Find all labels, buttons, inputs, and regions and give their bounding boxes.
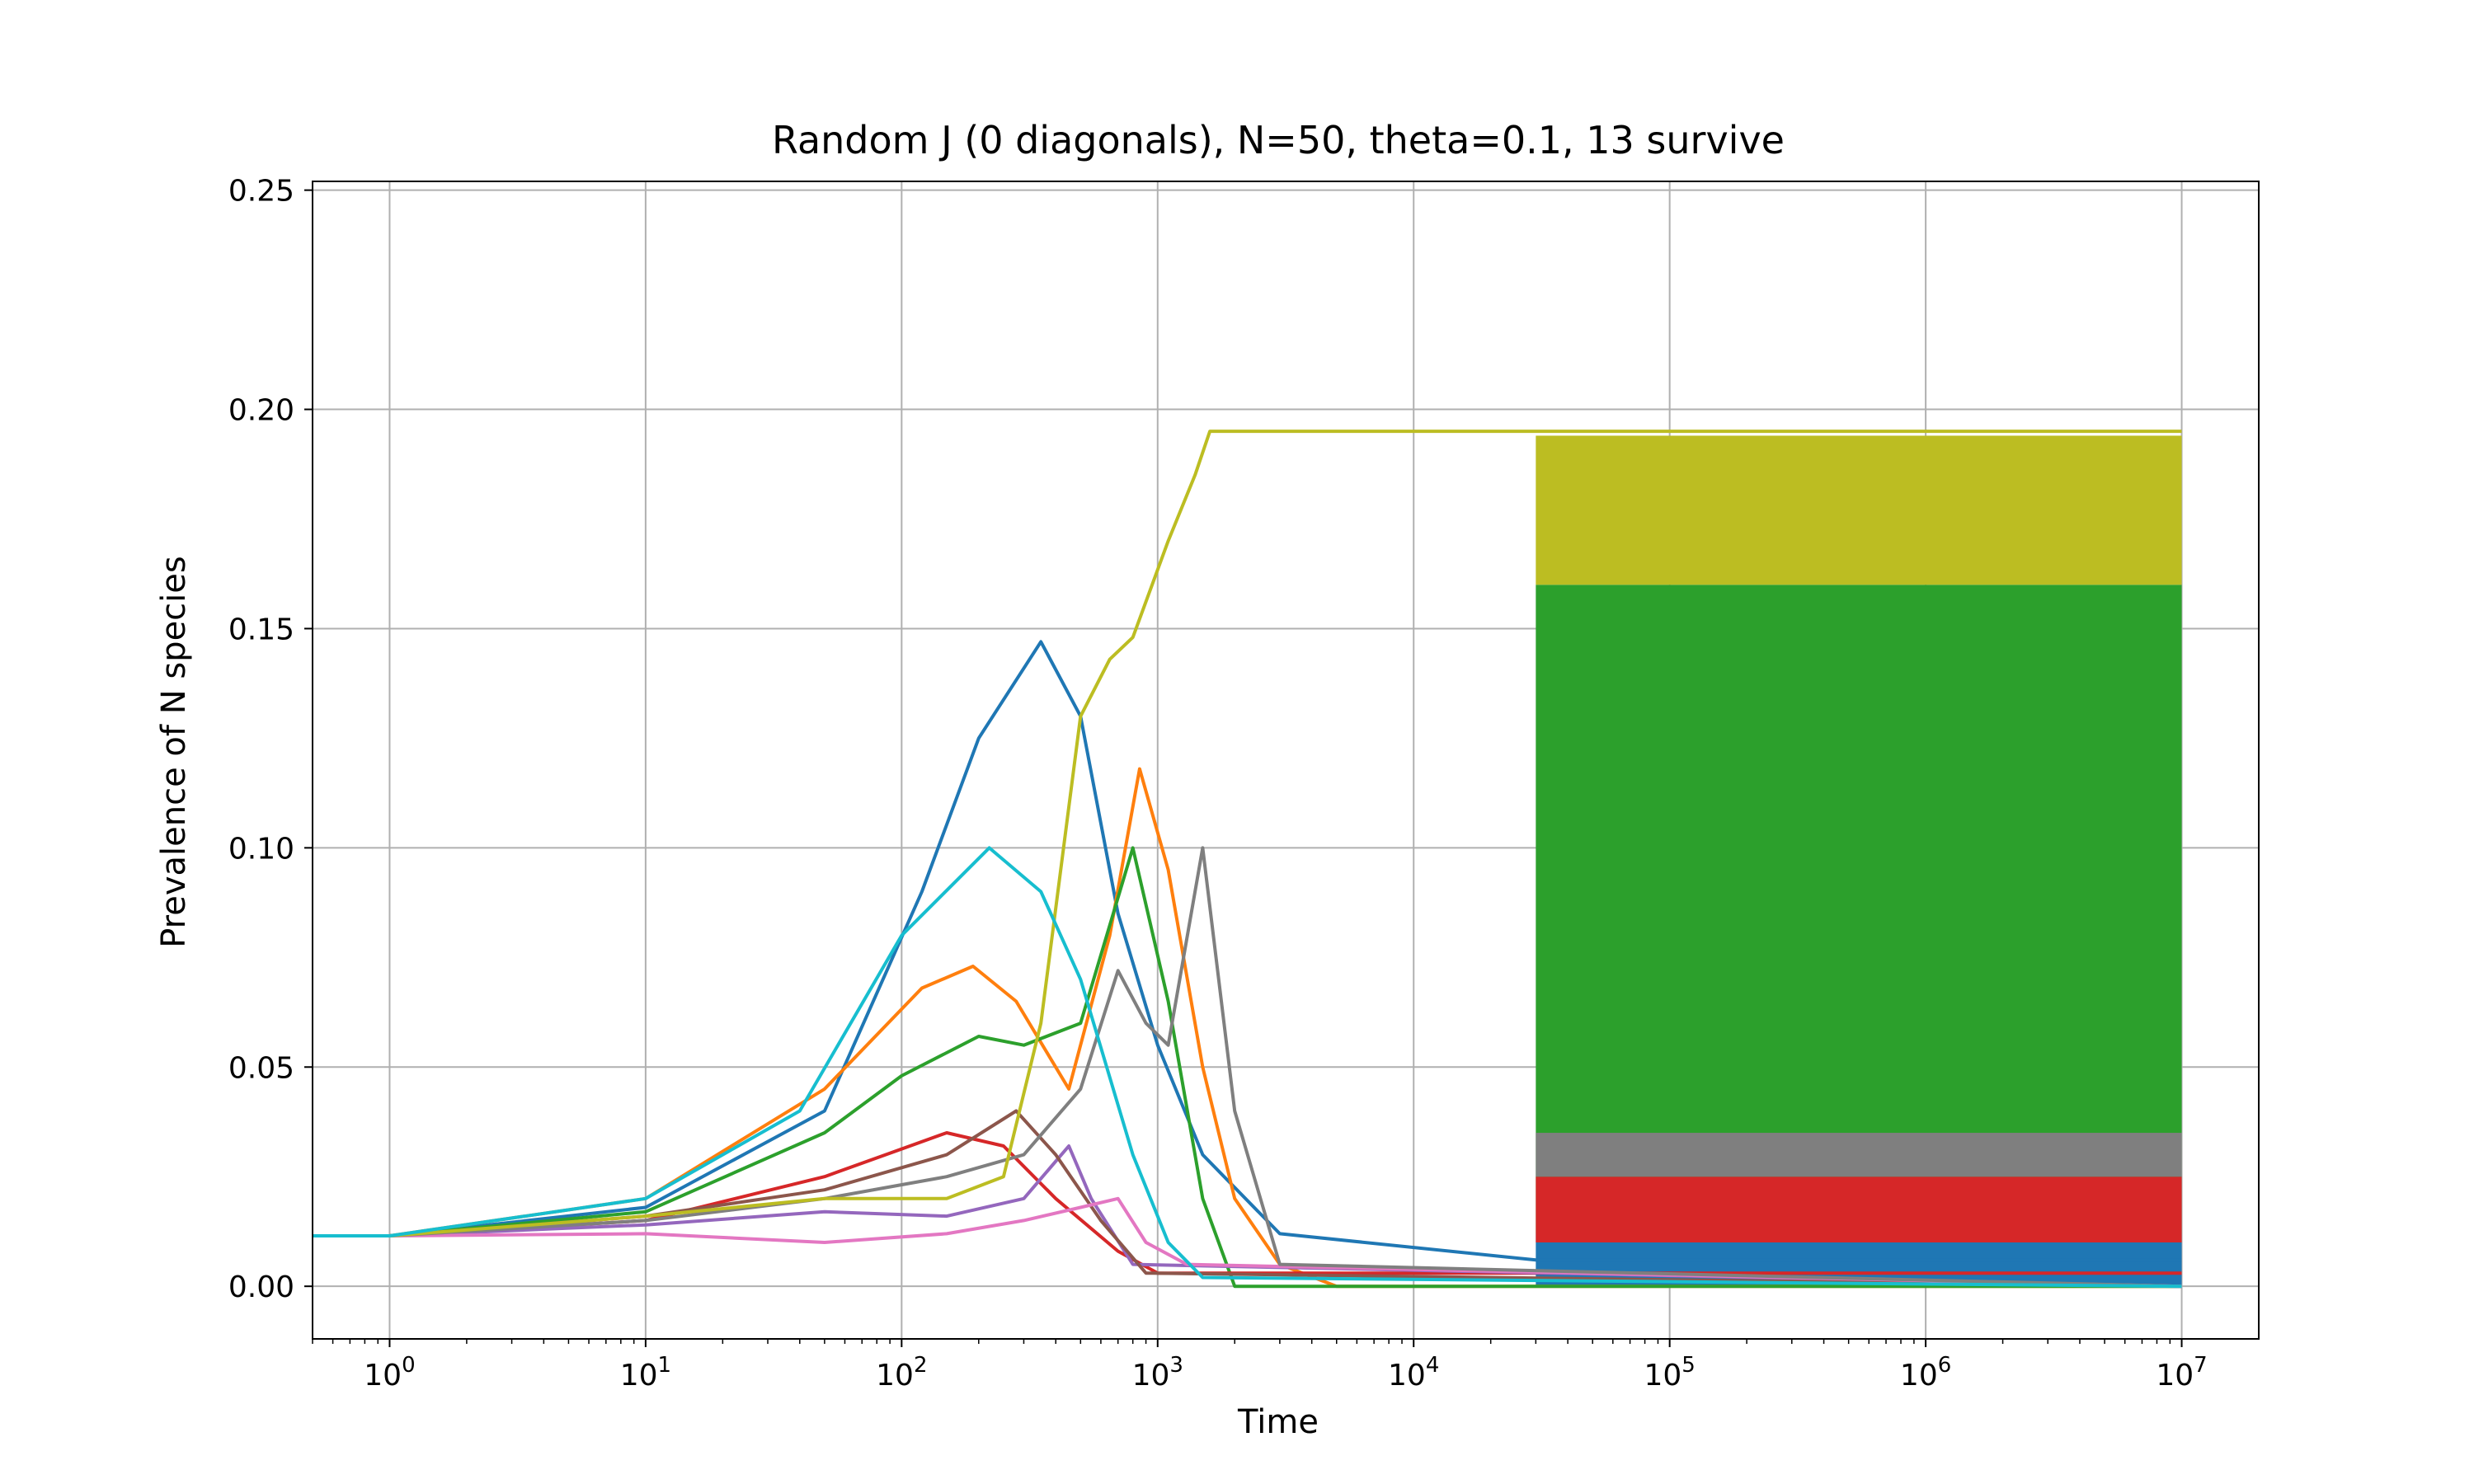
x-tick-label: 104 [1388, 1353, 1439, 1392]
x-tick-label: 106 [1900, 1353, 1951, 1392]
series-layer [313, 430, 2182, 1289]
series-7-line [313, 846, 2182, 1289]
y-tick-label: 0.05 [228, 1051, 294, 1085]
series-3-steady-band [1536, 1176, 2182, 1242]
series-8-steady-band [1536, 435, 2182, 585]
series-8-line [313, 430, 2182, 1237]
chart-title: Random J (0 diagonals), N=50, theta=0.1,… [772, 118, 1785, 162]
y-tick-label: 0.25 [228, 175, 294, 209]
y-axis-label: Prevalence of N species [155, 556, 193, 947]
series-2-line [313, 846, 2182, 1289]
y-tick-label: 0.20 [228, 394, 294, 428]
x-tick-label: 101 [620, 1353, 671, 1392]
x-tick-label: 105 [1644, 1353, 1695, 1392]
series-6-line [313, 1196, 2182, 1289]
series-2-steady-band [1536, 585, 2182, 1234]
x-tick-label: 102 [876, 1353, 927, 1392]
plot-frame [312, 181, 2260, 1340]
x-axis-label: Time [1237, 1403, 1319, 1441]
steady-state-bands [1536, 435, 2182, 1287]
x-tick-label: 107 [2156, 1353, 2207, 1392]
y-tick-label: 0.00 [228, 1270, 294, 1304]
axes-layer: 0.00 0.05 0.10 0.15 0.20 0.25 100 101 102 103 104 1… [228, 175, 2260, 1392]
y-tick-label: 0.10 [228, 832, 294, 866]
series-9-line [313, 846, 2182, 1289]
series-7-steady-band [1536, 1133, 2182, 1177]
x-tick-label: 100 [364, 1353, 415, 1392]
x-tick-label: 103 [1132, 1353, 1183, 1392]
y-tick-label: 0.15 [228, 613, 294, 646]
